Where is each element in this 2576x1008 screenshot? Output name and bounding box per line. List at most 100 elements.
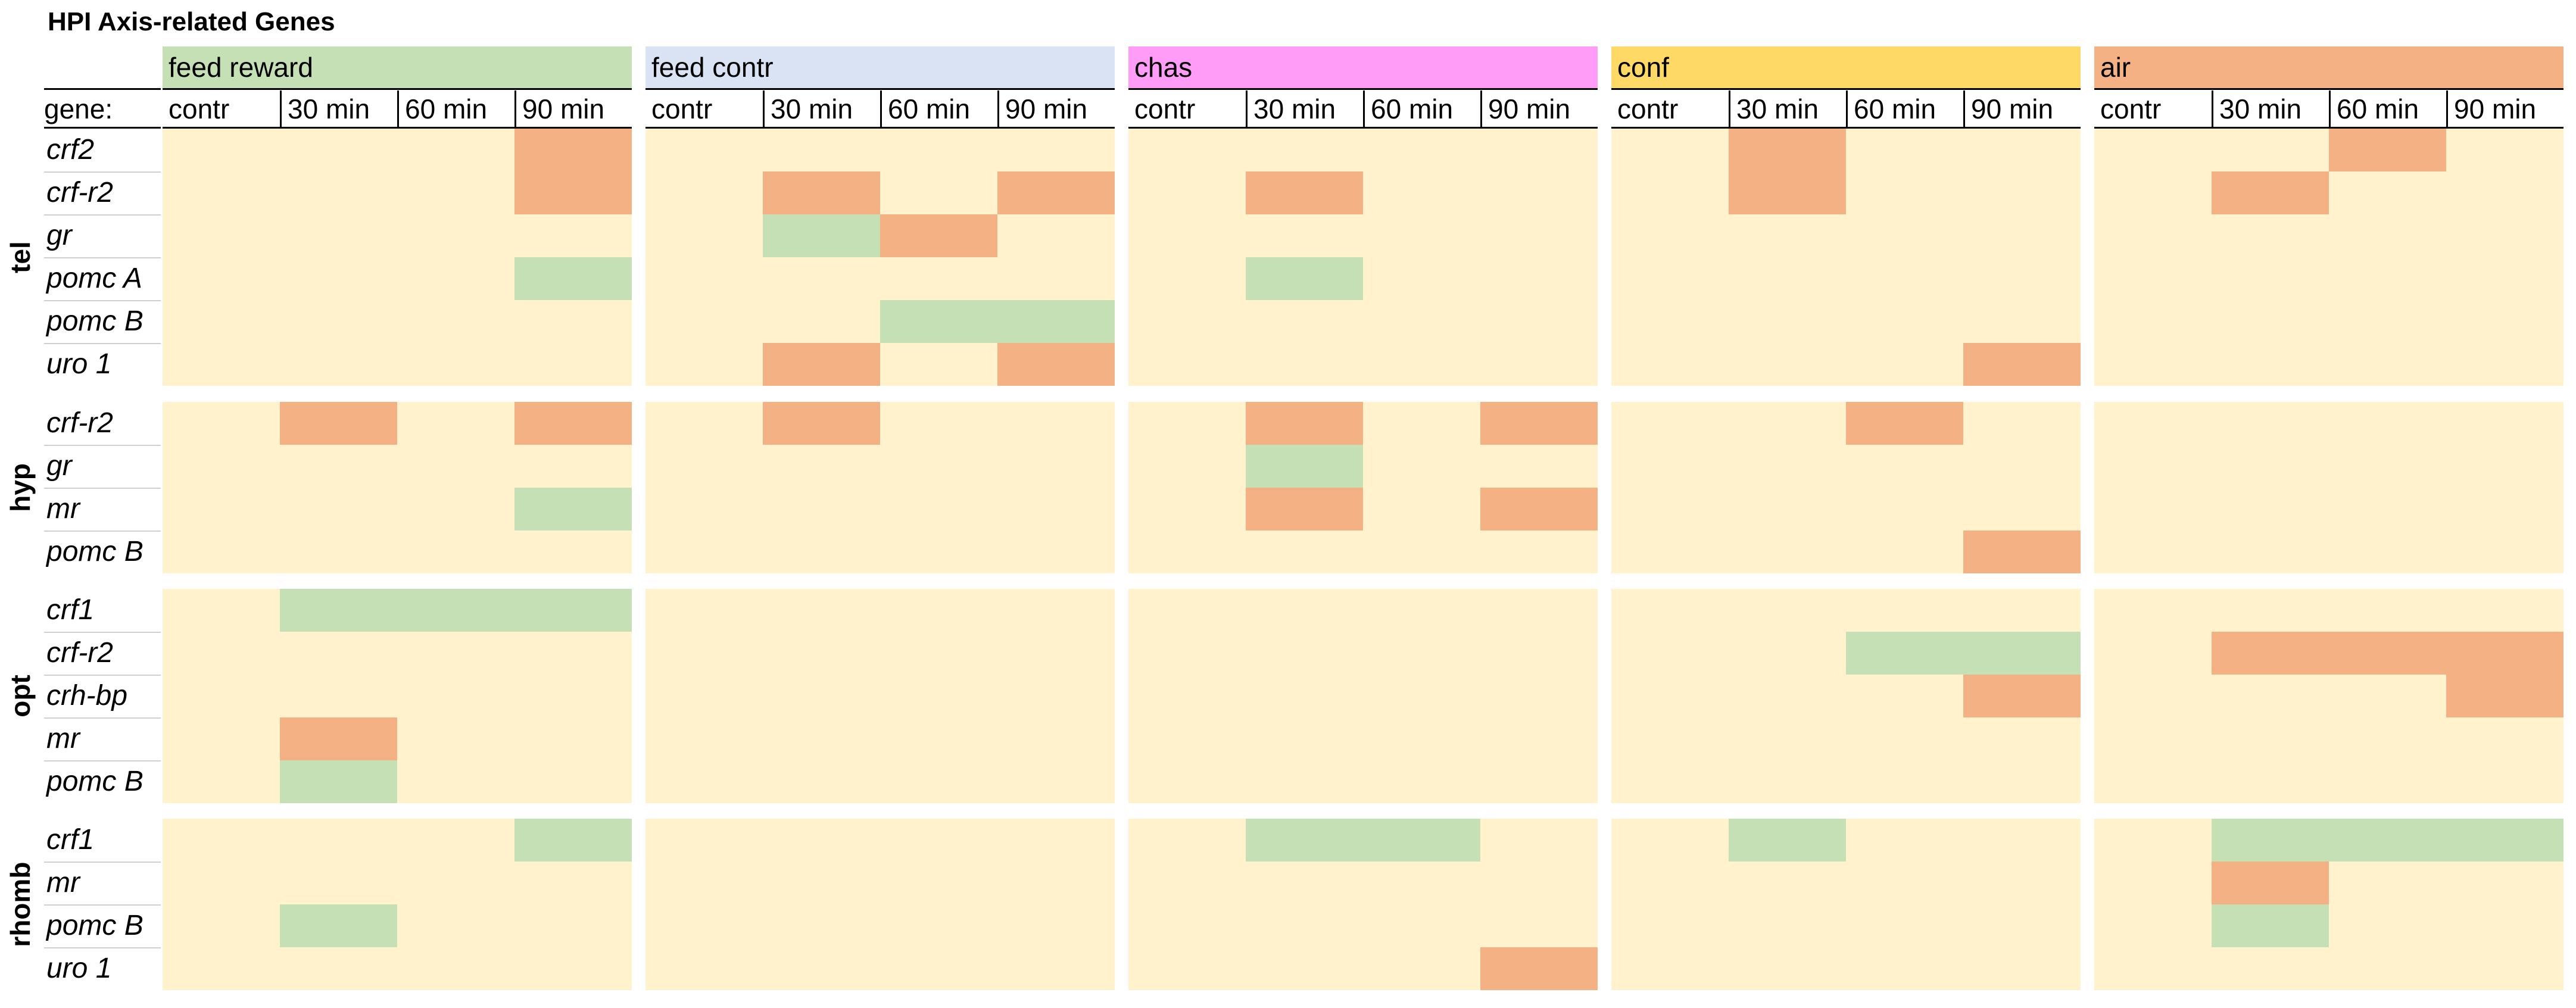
heatmap-cell-down (397, 589, 514, 632)
heatmap-cell-down (1963, 632, 2081, 675)
gene-label: mr (46, 723, 80, 754)
panel-background (1128, 589, 1598, 803)
gene-label: gr (46, 220, 72, 251)
heatmap-cell-down (1729, 819, 1846, 862)
condition-header-1: feed contr (645, 46, 1115, 88)
timepoint-header: contr (1617, 93, 1679, 124)
heatmap-cell-up (1480, 402, 1598, 445)
heatmap-cell-down (2329, 819, 2446, 862)
timepoint-header: contr (2100, 93, 2162, 124)
panel-background (645, 402, 1115, 573)
heatmap-cell-down (2446, 819, 2563, 862)
timepoint-header: 90 min (2446, 90, 2563, 127)
header-rule (1128, 88, 1598, 90)
heatmap-cell-down (763, 214, 880, 257)
gene-label: crf-r2 (46, 177, 113, 208)
timepoint-header: 60 min (880, 90, 997, 127)
timepoint-header: contr (169, 93, 230, 124)
header-rule (1128, 127, 1598, 129)
heatmap-cell-up (2446, 632, 2563, 675)
gene-separator (44, 904, 161, 906)
heatmap-cell-up (1246, 402, 1363, 445)
heatmap-cell-down (880, 300, 997, 343)
gene-separator (44, 343, 161, 344)
gene-label: uro 1 (46, 953, 112, 984)
header-rule (163, 88, 632, 90)
gene-label: crf1 (46, 824, 95, 856)
gene-label: pomc A (46, 263, 142, 294)
heatmap-cell-down (514, 819, 632, 862)
gene-label: mr (46, 867, 80, 898)
heatmap-cell-up (514, 171, 632, 214)
header-rule (1611, 127, 2081, 129)
header-rule (2094, 127, 2563, 129)
timepoint-header: contr (1134, 93, 1196, 124)
heatmap-cell-up (1963, 343, 2081, 386)
condition-header-0: feed reward (163, 46, 632, 88)
heatmap-cell-up (2329, 129, 2446, 171)
heatmap-cell-down (2212, 904, 2329, 947)
gene-separator (44, 530, 161, 532)
header-rule (163, 127, 632, 129)
header-rule (44, 127, 161, 129)
heatmap-cell-up (763, 402, 880, 445)
heatmap-cell-up (1963, 675, 2081, 717)
gene-label: crf2 (46, 134, 95, 166)
header-rule (645, 88, 1115, 90)
gene-separator (44, 214, 161, 216)
region-label-opt: opt (5, 675, 36, 717)
panel-background (645, 589, 1115, 803)
heatmap-cell-down (1246, 445, 1363, 488)
heatmap-cell-down (1363, 819, 1480, 862)
heatmap-cell-up (1246, 488, 1363, 530)
condition-header-4: air (2094, 46, 2563, 88)
gene-label: gr (46, 450, 72, 482)
heatmap-cell-up (1963, 530, 2081, 573)
timepoint-header: 90 min (997, 90, 1115, 127)
gene-label: crf-r2 (46, 637, 113, 669)
gene-label: pomc B (46, 536, 144, 567)
gene-separator (44, 171, 161, 173)
heatmap-cell-down (514, 589, 632, 632)
timepoint-header: 60 min (1363, 90, 1480, 127)
header-rule (2094, 88, 2563, 90)
heatmap-cell-up (1246, 171, 1363, 214)
chart-title: HPI Axis-related Genes (48, 7, 335, 36)
timepoint-header: 30 min (763, 90, 880, 127)
gene-label: uro 1 (46, 348, 112, 380)
heatmap-cell-up (880, 214, 997, 257)
heatmap-cell-up (280, 717, 397, 760)
gene-label: pomc B (46, 910, 144, 941)
heatmap-cell-down (1246, 819, 1363, 862)
gene-separator (44, 717, 161, 719)
heatmap-cell-down (280, 904, 397, 947)
heatmap-cell-up (997, 343, 1115, 386)
gene-label: crf1 (46, 594, 95, 626)
heatmap-cell-down (514, 257, 632, 300)
gene-label: mr (46, 493, 80, 525)
heatmap-cell-down (280, 589, 397, 632)
region-label-rhomb: rhomb (5, 862, 36, 947)
timepoint-header: 30 min (2212, 90, 2329, 127)
gene-label: pomc B (46, 305, 144, 337)
heatmap-cell-up (514, 402, 632, 445)
region-label-tel: tel (5, 241, 36, 273)
timepoint-header: 90 min (1963, 90, 2081, 127)
heatmap-cell-down (997, 300, 1115, 343)
heatmap-cell-up (1846, 402, 1963, 445)
header-rule (1611, 88, 2081, 90)
gene-label: crf-r2 (46, 407, 113, 439)
header-rule (645, 127, 1115, 129)
panel-background (1128, 129, 1598, 386)
panel-background (645, 819, 1115, 990)
condition-header-3: conf (1611, 46, 2081, 88)
timepoint-header: 30 min (280, 90, 397, 127)
heatmap-cell-up (1480, 947, 1598, 990)
heatmap-cell-up (763, 343, 880, 386)
heatmap-cell-up (2212, 862, 2329, 904)
timepoint-header: 60 min (397, 90, 514, 127)
gene-label: pomc B (46, 766, 144, 797)
gene-separator (44, 675, 161, 676)
gene-separator (44, 760, 161, 762)
gene-separator (44, 445, 161, 446)
